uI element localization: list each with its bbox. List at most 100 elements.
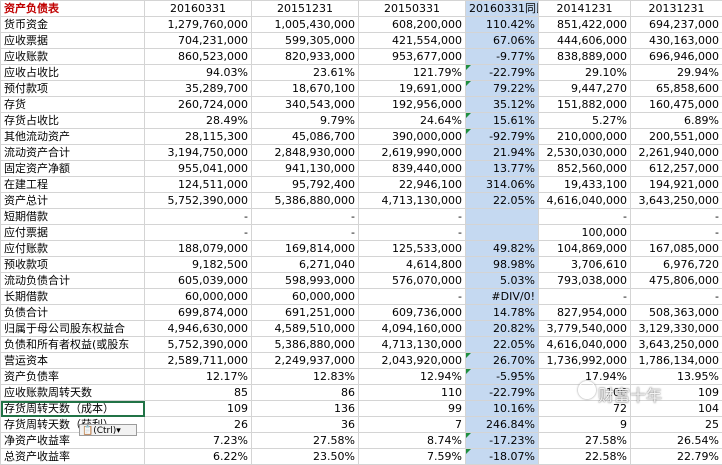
column-header-cell[interactable]: 20131231 bbox=[631, 1, 722, 17]
value-cell[interactable]: 160,475,000 bbox=[631, 97, 722, 113]
value-cell[interactable]: 2,848,930,000 bbox=[252, 145, 359, 161]
value-cell[interactable]: 5.03% bbox=[466, 273, 539, 289]
value-cell[interactable]: 475,806,000 bbox=[631, 273, 722, 289]
value-cell[interactable]: 60,000,000 bbox=[252, 289, 359, 305]
value-cell[interactable]: 26.70% bbox=[466, 353, 539, 369]
value-cell[interactable]: 27.58% bbox=[252, 433, 359, 449]
value-cell[interactable]: 3,643,250,000 bbox=[631, 193, 722, 209]
value-cell[interactable]: 60,000,000 bbox=[145, 289, 252, 305]
row-label-cell[interactable]: 预收款项 bbox=[1, 257, 145, 273]
value-cell[interactable]: 9,447,270 bbox=[539, 81, 631, 97]
value-cell[interactable]: 3,779,540,000 bbox=[539, 321, 631, 337]
value-cell[interactable]: 2,589,711,000 bbox=[145, 353, 252, 369]
value-cell[interactable]: 23.61% bbox=[252, 65, 359, 81]
value-cell[interactable]: 26 bbox=[145, 417, 252, 433]
value-cell[interactable]: - bbox=[631, 225, 722, 241]
value-cell[interactable]: 85 bbox=[145, 385, 252, 401]
value-cell[interactable]: 49.82% bbox=[466, 241, 539, 257]
value-cell[interactable]: 793,038,000 bbox=[539, 273, 631, 289]
row-label-cell[interactable]: 存货 bbox=[1, 97, 145, 113]
value-cell[interactable]: 7.23% bbox=[145, 433, 252, 449]
row-label-cell[interactable]: 长期借款 bbox=[1, 289, 145, 305]
column-header-cell[interactable]: 20160331 bbox=[145, 1, 252, 17]
value-cell[interactable]: 23.50% bbox=[252, 449, 359, 465]
value-cell[interactable]: 4,713,130,000 bbox=[359, 193, 466, 209]
row-label-cell[interactable]: 负债和所有者权益(或股东 bbox=[1, 337, 145, 353]
value-cell[interactable]: 605,039,000 bbox=[145, 273, 252, 289]
value-cell[interactable]: 820,933,000 bbox=[252, 49, 359, 65]
value-cell[interactable]: 691,251,000 bbox=[252, 305, 359, 321]
value-cell[interactable]: 36 bbox=[252, 417, 359, 433]
value-cell[interactable]: - bbox=[145, 225, 252, 241]
value-cell[interactable]: 6.22% bbox=[145, 449, 252, 465]
value-cell[interactable]: 8.74% bbox=[359, 433, 466, 449]
value-cell[interactable]: 3,129,330,000 bbox=[631, 321, 722, 337]
value-cell[interactable]: - bbox=[539, 209, 631, 225]
value-cell[interactable]: - bbox=[359, 209, 466, 225]
value-cell[interactable]: 4,713,130,000 bbox=[359, 337, 466, 353]
value-cell[interactable]: 314.06% bbox=[466, 177, 539, 193]
value-cell[interactable]: 609,736,000 bbox=[359, 305, 466, 321]
value-cell[interactable]: 5,752,390,000 bbox=[145, 337, 252, 353]
value-cell[interactable]: 18,670,100 bbox=[252, 81, 359, 97]
value-cell[interactable]: -22.79% bbox=[466, 385, 539, 401]
row-label-cell[interactable]: 预付款项 bbox=[1, 81, 145, 97]
value-cell[interactable]: 2,043,920,000 bbox=[359, 353, 466, 369]
value-cell[interactable]: 5,386,880,000 bbox=[252, 193, 359, 209]
value-cell[interactable]: 430,163,000 bbox=[631, 33, 722, 49]
value-cell[interactable]: 22,946,100 bbox=[359, 177, 466, 193]
value-cell[interactable]: 421,554,000 bbox=[359, 33, 466, 49]
value-cell[interactable]: 696,946,000 bbox=[631, 49, 722, 65]
value-cell[interactable]: 110.42% bbox=[466, 17, 539, 33]
row-label-cell[interactable]: 存货周转天数（成本） bbox=[1, 401, 145, 417]
value-cell[interactable]: 192,956,000 bbox=[359, 97, 466, 113]
row-label-cell[interactable]: 归属于母公司股东权益合 bbox=[1, 321, 145, 337]
value-cell[interactable]: 4,946,630,000 bbox=[145, 321, 252, 337]
value-cell[interactable]: 22.58% bbox=[539, 449, 631, 465]
value-cell[interactable]: 953,677,000 bbox=[359, 49, 466, 65]
value-cell[interactable]: 827,954,000 bbox=[539, 305, 631, 321]
row-label-cell[interactable]: 应付账款 bbox=[1, 241, 145, 257]
value-cell[interactable]: 94.03% bbox=[145, 65, 252, 81]
value-cell[interactable]: 2,619,990,000 bbox=[359, 145, 466, 161]
value-cell[interactable]: 941,130,000 bbox=[252, 161, 359, 177]
value-cell[interactable]: 14.78% bbox=[466, 305, 539, 321]
value-cell[interactable]: - bbox=[631, 209, 722, 225]
column-header-cell[interactable]: 20150331 bbox=[359, 1, 466, 17]
value-cell[interactable]: 124,511,000 bbox=[145, 177, 252, 193]
value-cell[interactable]: 22.05% bbox=[466, 337, 539, 353]
value-cell[interactable]: 599,305,000 bbox=[252, 33, 359, 49]
row-label-cell[interactable]: 短期借款 bbox=[1, 209, 145, 225]
value-cell[interactable]: -22.79% bbox=[466, 65, 539, 81]
value-cell[interactable]: 109 bbox=[145, 401, 252, 417]
value-cell[interactable]: 110 bbox=[359, 385, 466, 401]
value-cell[interactable]: 6.89% bbox=[631, 113, 722, 129]
value-cell[interactable]: 210,000,000 bbox=[539, 129, 631, 145]
value-cell[interactable]: 45,086,700 bbox=[252, 129, 359, 145]
value-cell[interactable]: 1,005,430,000 bbox=[252, 17, 359, 33]
row-label-cell[interactable]: 营运资本 bbox=[1, 353, 145, 369]
value-cell[interactable]: 699,874,000 bbox=[145, 305, 252, 321]
value-cell[interactable]: 12.17% bbox=[145, 369, 252, 385]
value-cell[interactable]: 151,882,000 bbox=[539, 97, 631, 113]
value-cell[interactable]: 1,736,992,000 bbox=[539, 353, 631, 369]
value-cell[interactable]: 10.16% bbox=[466, 401, 539, 417]
value-cell[interactable]: 704,231,000 bbox=[145, 33, 252, 49]
value-cell[interactable]: 125,533,000 bbox=[359, 241, 466, 257]
value-cell[interactable]: 1,279,760,000 bbox=[145, 17, 252, 33]
value-cell[interactable]: - bbox=[359, 289, 466, 305]
value-cell[interactable]: 67.06% bbox=[466, 33, 539, 49]
value-cell[interactable]: 851,422,000 bbox=[539, 17, 631, 33]
value-cell[interactable]: 576,070,000 bbox=[359, 273, 466, 289]
value-cell[interactable]: 20.82% bbox=[466, 321, 539, 337]
value-cell[interactable]: 79.22% bbox=[466, 81, 539, 97]
value-cell[interactable]: 188,079,000 bbox=[145, 241, 252, 257]
value-cell[interactable]: 22.79% bbox=[631, 449, 722, 465]
value-cell[interactable]: 98.98% bbox=[466, 257, 539, 273]
row-label-cell[interactable]: 其他流动资产 bbox=[1, 129, 145, 145]
value-cell[interactable]: 5,386,880,000 bbox=[252, 337, 359, 353]
row-label-cell[interactable]: 应收占收比 bbox=[1, 65, 145, 81]
value-cell[interactable]: 4,616,040,000 bbox=[539, 193, 631, 209]
value-cell[interactable] bbox=[466, 225, 539, 241]
value-cell[interactable]: - bbox=[359, 225, 466, 241]
